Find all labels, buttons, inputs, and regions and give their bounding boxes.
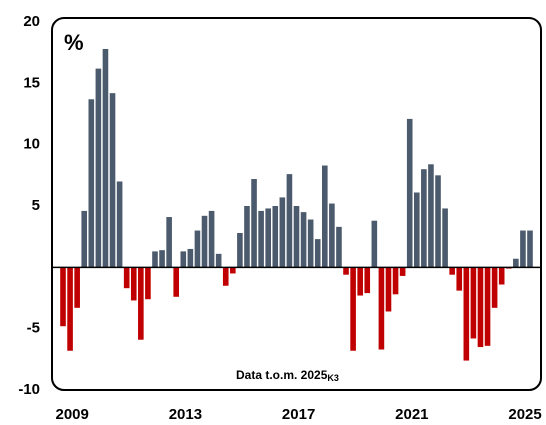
bar: [215, 253, 222, 268]
plot-frame: [51, 17, 542, 391]
bar: [265, 208, 271, 268]
bar: [272, 206, 279, 268]
bar: [406, 118, 413, 268]
bar: [201, 215, 208, 268]
bar: [130, 267, 137, 301]
bar: [180, 251, 187, 268]
bar: [392, 267, 399, 295]
bar: [116, 181, 123, 268]
bar: [498, 267, 505, 285]
bar: [442, 208, 448, 268]
bar: [357, 267, 363, 296]
bar: [484, 267, 491, 346]
bar: [336, 226, 342, 268]
bar: [399, 267, 406, 276]
bar: [322, 165, 328, 268]
bar: [279, 197, 286, 268]
bar: [329, 203, 335, 268]
y-tick-label: 5: [32, 197, 40, 214]
bar: [88, 99, 95, 268]
bar: [449, 267, 455, 275]
bar: [350, 267, 356, 351]
y-tick-label: -10: [18, 381, 40, 398]
bar: [456, 267, 463, 291]
bar: [470, 267, 477, 339]
x-tick-label: 2017: [282, 406, 315, 423]
bar: [307, 219, 314, 268]
annotation-text: Data t.o.m. 2025: [236, 368, 328, 382]
bar: [237, 232, 243, 268]
bar: [364, 267, 371, 294]
bar: [145, 267, 151, 300]
bar: [123, 267, 130, 289]
bar: [109, 93, 116, 268]
y-tick-label: 10: [23, 136, 40, 153]
bar: [286, 174, 293, 268]
bar: [513, 258, 519, 268]
bar: [300, 212, 307, 268]
bar: [173, 267, 180, 297]
bar: [166, 217, 172, 268]
bar: [60, 267, 66, 327]
bar: [385, 267, 392, 312]
bar: [421, 169, 427, 268]
bar: [95, 68, 102, 268]
y-tick-label: 15: [23, 74, 40, 91]
bar: [378, 267, 385, 350]
y-tick-label: 20: [23, 13, 40, 30]
bar: [222, 267, 229, 286]
bar: [258, 210, 264, 268]
unit-label: %: [64, 30, 84, 55]
bar: [159, 250, 165, 268]
bar: [527, 230, 533, 268]
y-tick-label: -5: [27, 320, 40, 337]
bar: [187, 248, 194, 268]
bar: [491, 267, 498, 308]
annotation: Data t.o.m. 2025K3: [236, 368, 339, 383]
bar: [463, 267, 470, 361]
bar: [81, 210, 88, 268]
bar: [520, 230, 526, 268]
bar: [208, 210, 215, 268]
bar: [74, 267, 80, 308]
bar: [102, 48, 109, 268]
x-tick-label: 2025: [508, 406, 541, 423]
x-tick-label: 2013: [169, 406, 202, 423]
bar: [194, 230, 201, 268]
bar: [230, 267, 236, 274]
bar: [152, 251, 158, 268]
bar: [413, 192, 420, 268]
bar: [435, 175, 441, 268]
bar: [138, 267, 144, 340]
bar: [251, 179, 257, 268]
bar: [428, 164, 434, 268]
x-tick-label: 2021: [395, 406, 428, 423]
bar: [244, 206, 250, 268]
x-tick-label: 2009: [56, 406, 89, 423]
bar: [67, 267, 73, 351]
bar: [293, 206, 300, 268]
bar: [314, 239, 321, 268]
annotation-subscript: K3: [327, 373, 339, 383]
bar: [343, 267, 349, 275]
bar: [371, 220, 378, 268]
bar: [477, 267, 484, 348]
